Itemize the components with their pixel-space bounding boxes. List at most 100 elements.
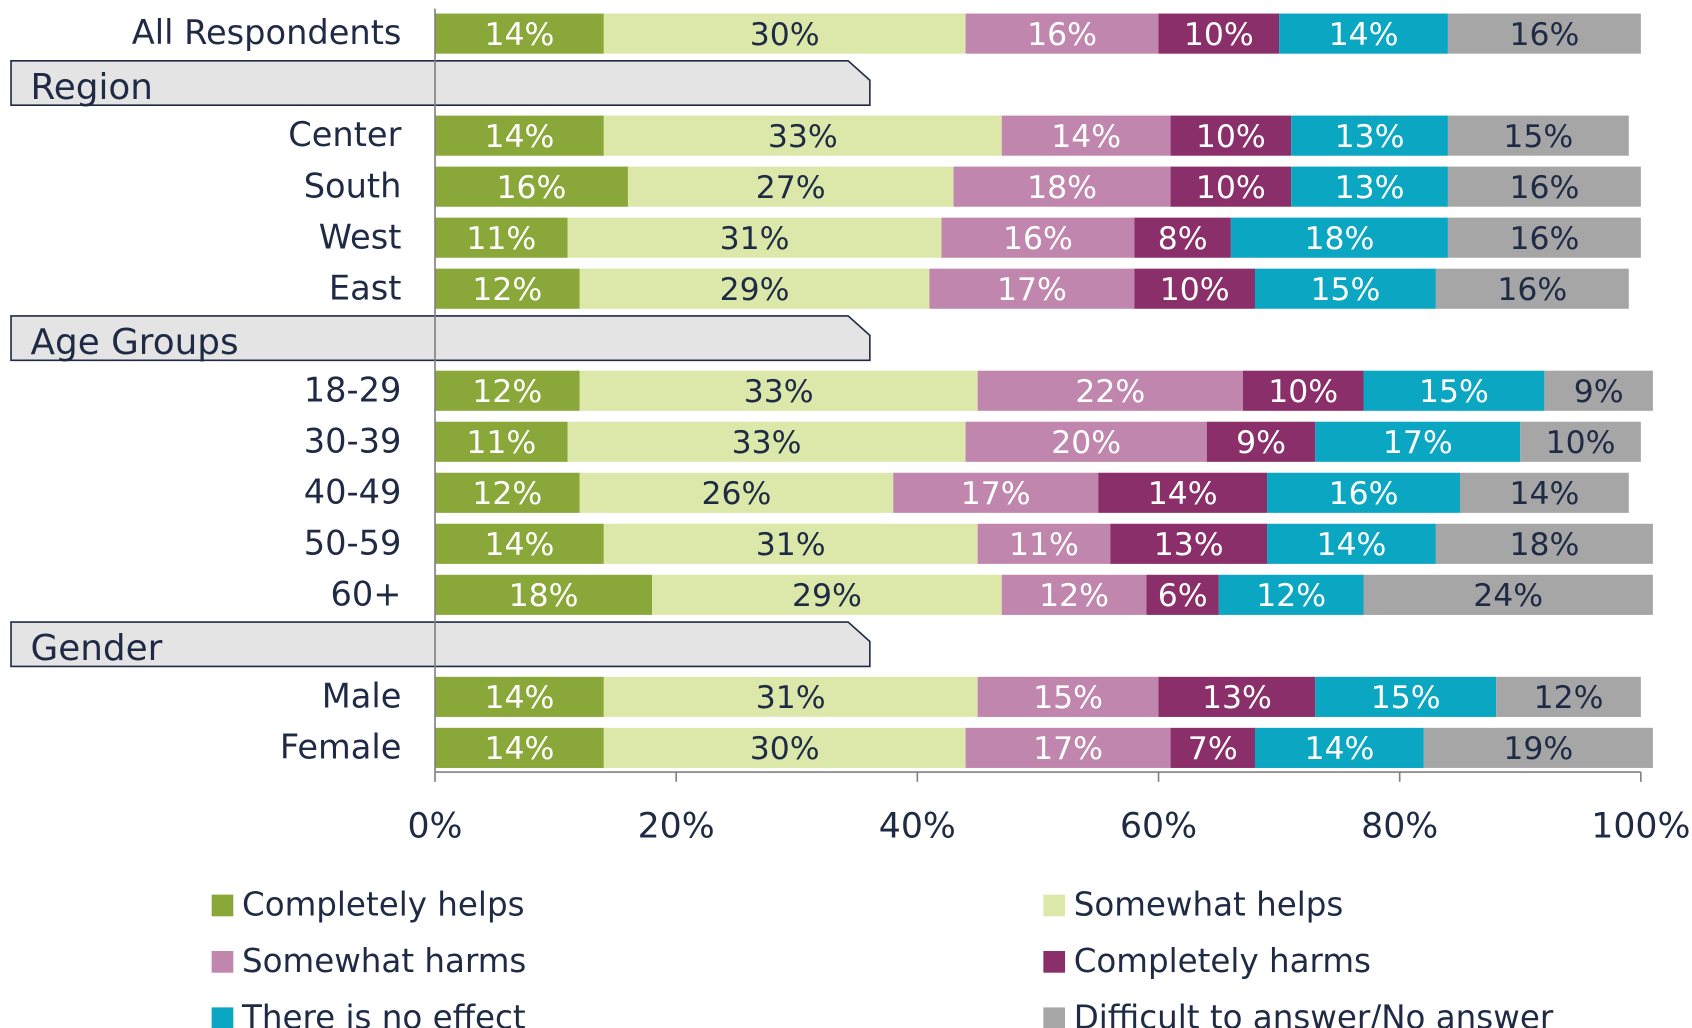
bar-segment [977, 370, 1243, 411]
section-header: Gender [31, 628, 163, 669]
bar-segment [1447, 166, 1641, 207]
value-label: 18% [1509, 527, 1579, 563]
value-label: 11% [466, 221, 536, 257]
bar-segment [1363, 370, 1545, 411]
bar-segment [1544, 370, 1653, 411]
y-tick-label: Center [288, 115, 401, 154]
value-label: 13% [1154, 527, 1224, 563]
value-label: 12% [472, 374, 542, 410]
bar-segment [1134, 217, 1231, 258]
bar-segment [1291, 115, 1448, 156]
section-header-box [10, 621, 871, 668]
value-label: 6% [1158, 578, 1208, 614]
bar-segment [579, 268, 930, 309]
y-tick-label: West [319, 217, 402, 256]
x-tick-label: 100% [1591, 806, 1690, 846]
bar-segment [1170, 727, 1255, 768]
y-tick-label: East [329, 268, 402, 307]
bar-segment [893, 472, 1099, 513]
legend-swatch [211, 894, 234, 917]
bar-segment [603, 727, 966, 768]
bar-segment [652, 574, 1002, 615]
bar-segment [435, 13, 604, 54]
value-label: 12% [472, 272, 542, 308]
bar-segment [1001, 574, 1147, 615]
legend-swatch [211, 951, 234, 973]
bar-segment [1267, 523, 1436, 564]
bar-segment [435, 523, 604, 564]
bar-segment [1242, 370, 1364, 411]
bar-segment [1098, 472, 1268, 513]
value-label: 14% [484, 17, 554, 53]
value-label: 12% [1534, 680, 1604, 716]
x-tick-label: 40% [879, 806, 956, 846]
value-label: 19% [1503, 731, 1573, 767]
value-label: 17% [997, 272, 1067, 308]
value-label: 11% [466, 425, 536, 461]
bar-segment [1267, 472, 1460, 513]
y-tick-label: All Respondents [132, 13, 402, 52]
y-tick-label: South [304, 166, 402, 205]
bar-segment [1170, 115, 1292, 156]
value-label: 18% [509, 578, 579, 614]
bar-segment [1206, 421, 1316, 462]
value-label: 16% [1003, 221, 1073, 257]
bar-segment [435, 421, 568, 462]
bar-segment [579, 370, 978, 411]
bar-segment [1435, 523, 1653, 564]
value-label: 27% [756, 170, 826, 206]
bar-segment [929, 268, 1135, 309]
value-label: 10% [1196, 170, 1266, 206]
value-label: 15% [1371, 680, 1441, 716]
value-label: 14% [1304, 731, 1374, 767]
value-label: 9% [1236, 425, 1286, 461]
value-label: 16% [1497, 272, 1567, 308]
value-label: 14% [484, 119, 554, 155]
x-tick-label: 0% [408, 806, 463, 846]
bar-segment [1254, 268, 1436, 309]
value-label: 31% [756, 527, 826, 563]
section-header: Region [31, 67, 153, 108]
bar-segment [603, 676, 978, 717]
bar-segment [435, 115, 604, 156]
value-label: 12% [1039, 578, 1109, 614]
bar-segment [567, 421, 966, 462]
value-label: 10% [1268, 374, 1338, 410]
value-label: 17% [1033, 731, 1103, 767]
bar-segment [1254, 727, 1424, 768]
value-label: 10% [1196, 119, 1266, 155]
bar-segment [1459, 472, 1629, 513]
value-label: 15% [1503, 119, 1573, 155]
y-tick-label: Female [280, 727, 402, 766]
value-label: 14% [484, 680, 554, 716]
legend-swatch [1043, 894, 1066, 917]
bar-segment [435, 472, 580, 513]
bar-segment [1230, 217, 1448, 258]
bar-segment [965, 727, 1171, 768]
bar-segment [1001, 115, 1171, 156]
bar-segment [1447, 13, 1641, 54]
value-label: 29% [792, 578, 862, 614]
bar-segment [603, 115, 1002, 156]
bar-segment [1363, 574, 1653, 615]
value-label: 13% [1335, 170, 1405, 206]
legend-label: Completely harms [1074, 942, 1371, 980]
value-label: 13% [1202, 680, 1272, 716]
bar-segment [1158, 676, 1316, 717]
value-label: 18% [1304, 221, 1374, 257]
x-tick-label: 80% [1361, 806, 1438, 846]
x-tick-label: 60% [1120, 806, 1197, 846]
bar-segment [1110, 523, 1268, 564]
bar-segment [1315, 676, 1497, 717]
bar-segment [567, 217, 942, 258]
legend-swatch [1043, 951, 1066, 973]
bar-segment [1496, 676, 1641, 717]
value-label: 14% [1148, 476, 1218, 512]
value-label: 12% [1256, 578, 1326, 614]
bar-segment [965, 13, 1159, 54]
bar-segment [603, 13, 966, 54]
bar-segment [1218, 574, 1364, 615]
bar-segment [435, 268, 580, 309]
y-tick-label: 40-49 [304, 472, 402, 511]
y-tick-label: 50-59 [304, 523, 402, 562]
